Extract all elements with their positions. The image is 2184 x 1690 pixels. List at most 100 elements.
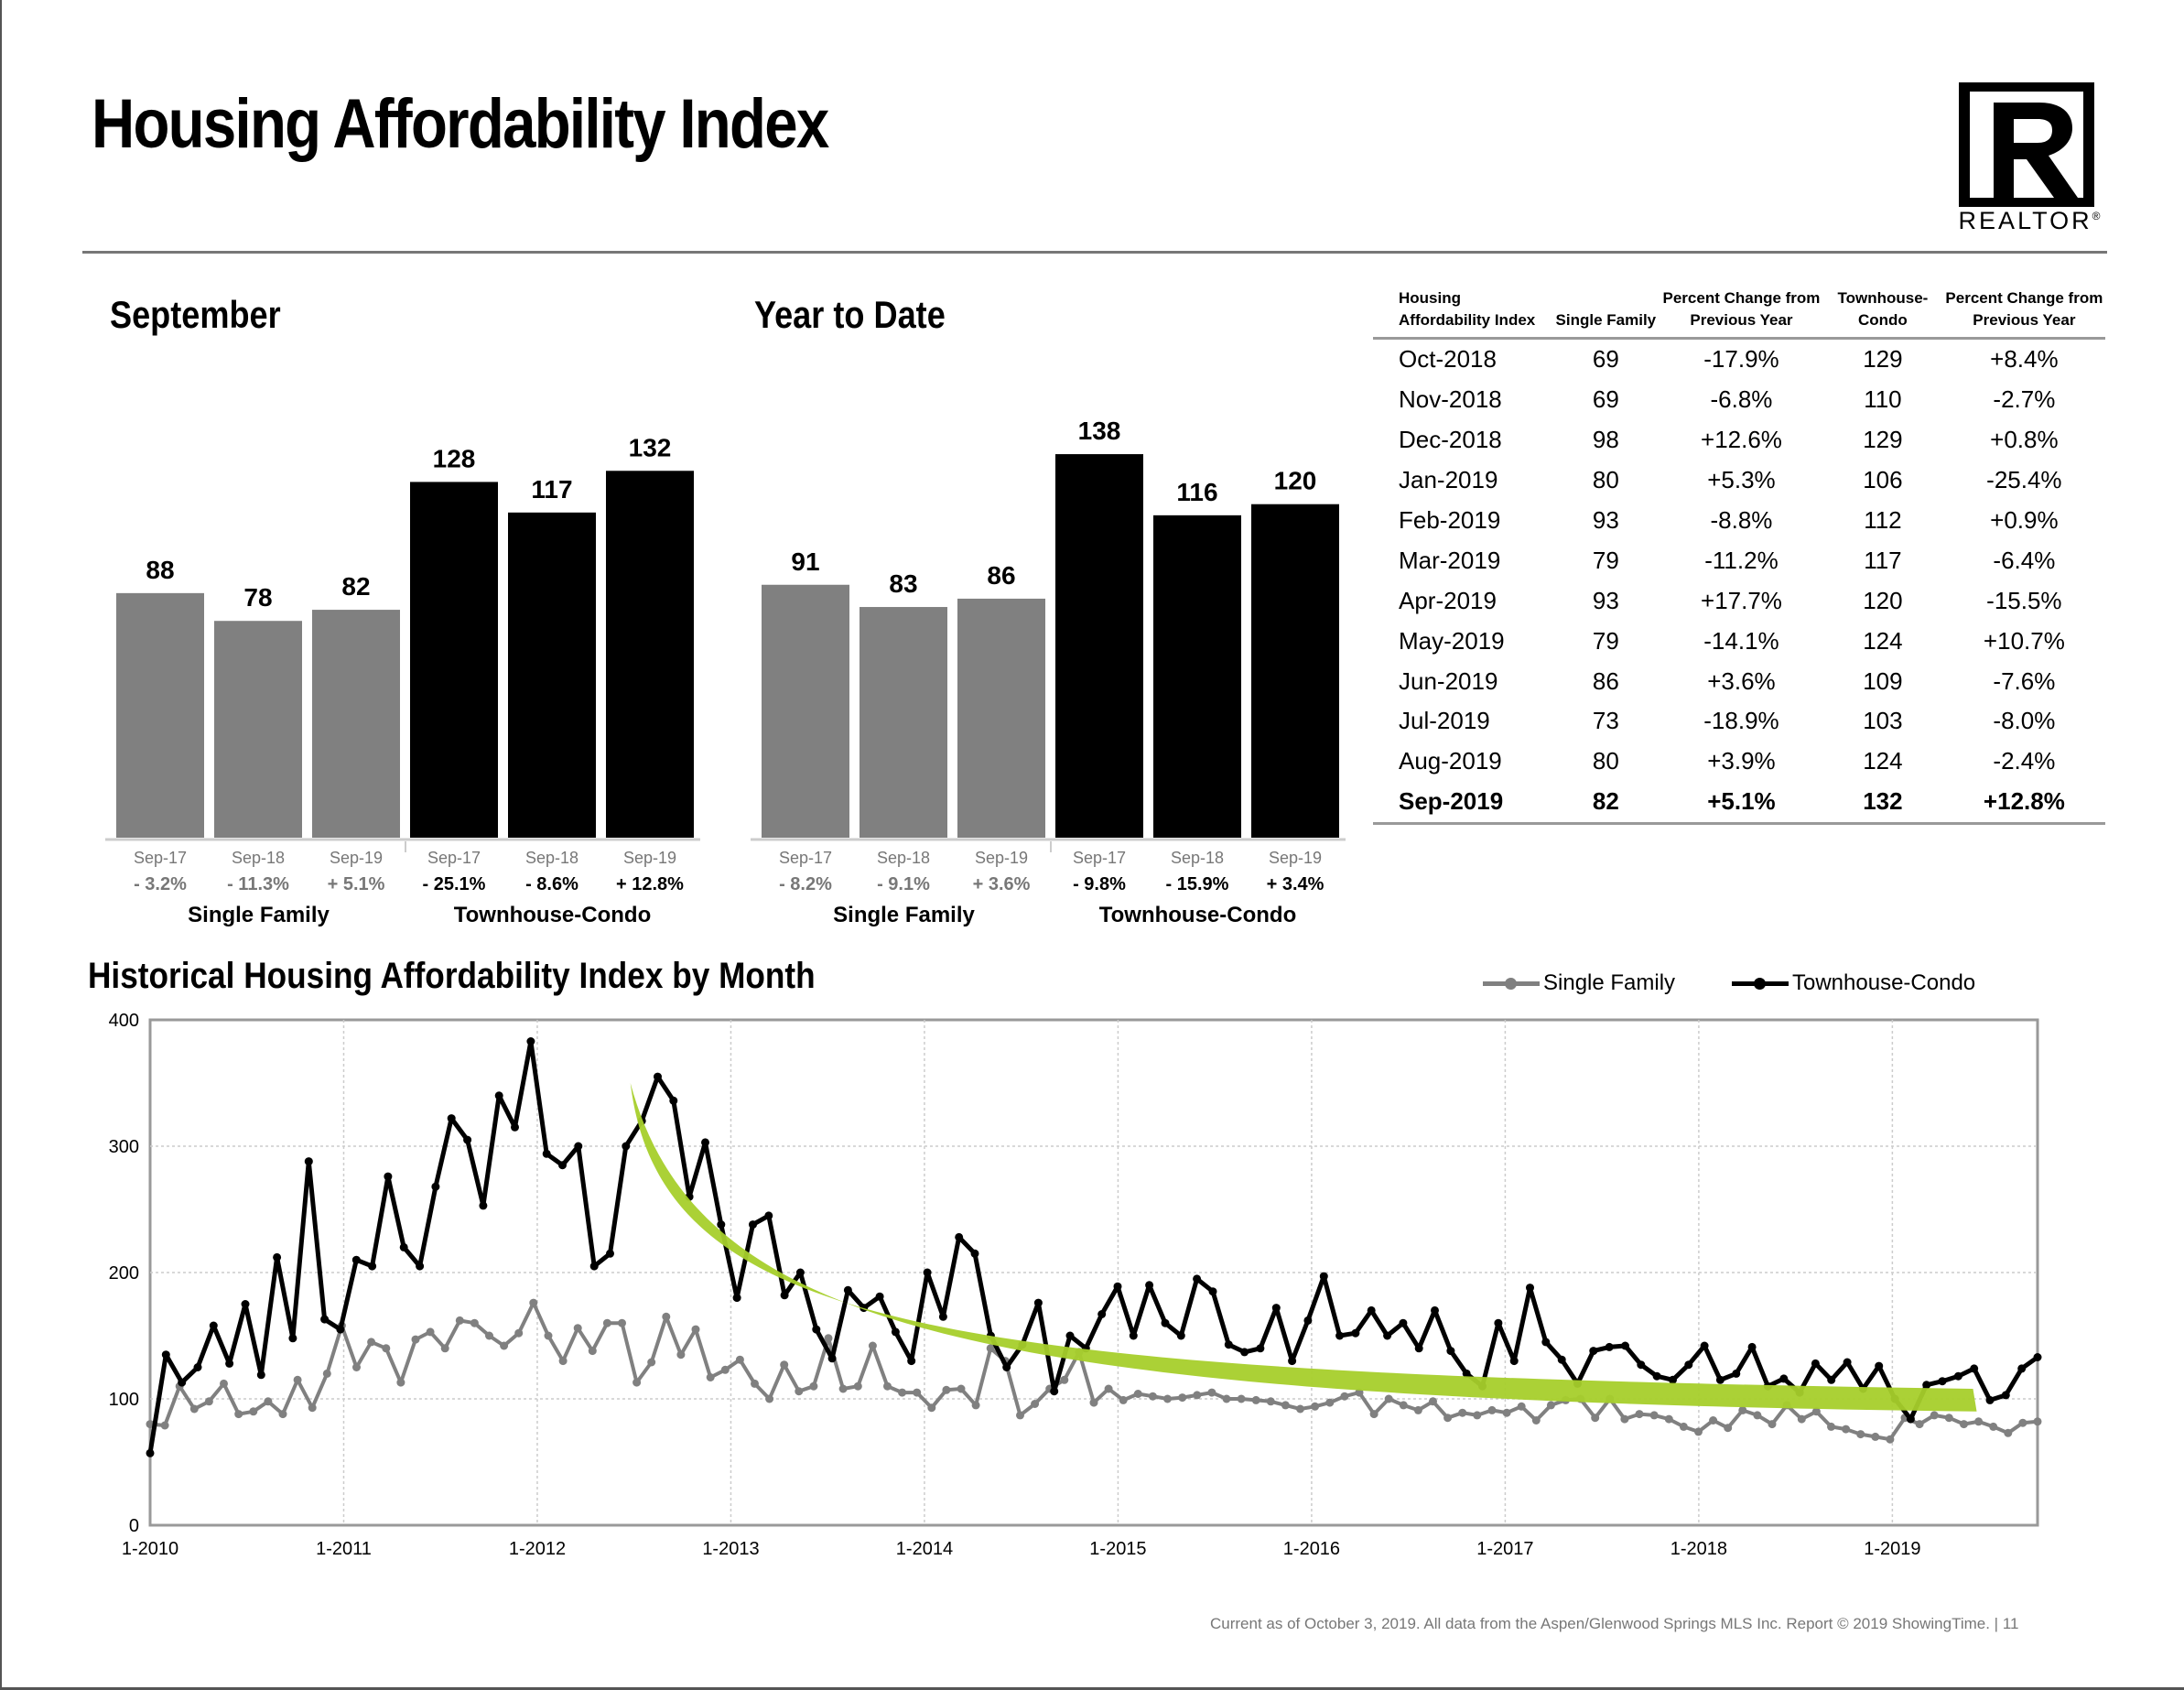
data-point bbox=[1431, 1305, 1439, 1315]
data-point bbox=[1953, 1371, 1962, 1381]
bar-category-label: Sep-17 bbox=[1073, 849, 1126, 867]
table-cell: 80 bbox=[1592, 747, 1619, 775]
data-point bbox=[1649, 1411, 1659, 1420]
table-cell: -15.5% bbox=[1986, 586, 2062, 614]
data-point bbox=[352, 1363, 361, 1371]
table-row: Jul-2019 73 -18.9% 103 -8.0% bbox=[1373, 701, 2105, 742]
data-point bbox=[923, 1268, 932, 1277]
data-point bbox=[780, 1291, 789, 1300]
table-cell: -25.4% bbox=[1986, 466, 2062, 494]
data-point bbox=[1207, 1388, 1216, 1397]
data-point bbox=[1487, 1405, 1497, 1414]
data-point bbox=[1944, 1414, 1953, 1423]
bar-value-label: 86 bbox=[987, 561, 1015, 590]
bar-pct-change: - 9.1% bbox=[877, 874, 930, 894]
table-row: Dec-2018 98 +12.6% 129 +0.8% bbox=[1373, 420, 2105, 460]
table-cell: -18.9% bbox=[1703, 707, 1779, 735]
section-title-ytd: Year to Date bbox=[754, 293, 946, 336]
table-cell: 93 bbox=[1592, 506, 1619, 534]
bar bbox=[860, 607, 947, 838]
data-point bbox=[1811, 1407, 1821, 1416]
table-cell: +12.6% bbox=[1701, 426, 1782, 454]
data-point bbox=[1178, 1393, 1187, 1403]
table-cell: 112 bbox=[1864, 506, 1902, 534]
data-point bbox=[1065, 1331, 1075, 1340]
bar bbox=[1251, 504, 1339, 838]
y-tick-label: 400 bbox=[109, 1011, 139, 1031]
table-cell: 110 bbox=[1864, 385, 1902, 414]
data-point bbox=[1129, 1331, 1138, 1340]
data-point bbox=[751, 1379, 759, 1388]
data-point bbox=[1383, 1331, 1392, 1340]
data-point bbox=[1224, 1340, 1233, 1349]
data-point bbox=[1145, 1281, 1154, 1290]
data-point bbox=[1526, 1284, 1534, 1293]
bar bbox=[116, 592, 204, 838]
data-point bbox=[765, 1394, 774, 1403]
data-point bbox=[853, 1381, 862, 1391]
data-point bbox=[529, 1298, 538, 1307]
data-point bbox=[1443, 1414, 1453, 1423]
data-point bbox=[1886, 1435, 1895, 1444]
data-point bbox=[1797, 1414, 1806, 1424]
header-divider bbox=[82, 251, 2107, 254]
data-point bbox=[382, 1344, 391, 1353]
table-cell: 82 bbox=[1551, 781, 1660, 825]
data-point bbox=[264, 1397, 273, 1406]
bar-pct-change: - 8.2% bbox=[779, 874, 832, 894]
data-point bbox=[1222, 1394, 1231, 1403]
page-border bbox=[0, 1687, 2184, 1690]
data-point bbox=[336, 1325, 345, 1334]
data-point bbox=[1193, 1274, 1202, 1284]
data-point bbox=[1709, 1416, 1718, 1425]
table-row: Jun-2019 86 +3.6% 109 -7.6% bbox=[1373, 661, 2105, 701]
table-cell: 124 bbox=[1863, 747, 1903, 775]
data-point bbox=[426, 1327, 435, 1337]
september-bar-chart: 88 Sep-17 - 3.2% 78 Sep-18 - 11.3% 82 Sep-19 + 5… bbox=[105, 433, 700, 927]
data-point bbox=[1369, 1410, 1379, 1419]
data-point bbox=[1281, 1401, 1290, 1410]
table-cell: Jan-2019 bbox=[1399, 466, 1498, 494]
data-point bbox=[1843, 1358, 1852, 1367]
bar-pct-change: - 25.1% bbox=[423, 874, 486, 894]
data-point bbox=[1715, 1375, 1724, 1384]
data-point bbox=[1679, 1422, 1688, 1431]
data-point bbox=[1605, 1342, 1614, 1351]
table-header-row: Housing Affordability Index Single Famil… bbox=[1373, 284, 2105, 340]
data-point bbox=[225, 1359, 234, 1368]
data-point bbox=[1502, 1408, 1511, 1417]
data-point bbox=[146, 1448, 155, 1457]
footer-note: Current as of October 3, 2019. All data … bbox=[1210, 1615, 2019, 1632]
table-cell: Aug-2019 bbox=[1399, 747, 1502, 775]
data-point bbox=[795, 1387, 804, 1396]
data-point bbox=[907, 1357, 916, 1366]
data-point bbox=[1938, 1377, 1947, 1386]
table-cell: 129 bbox=[1863, 345, 1903, 374]
data-point bbox=[717, 1220, 726, 1230]
data-point bbox=[1915, 1420, 1924, 1429]
table-cell: 69 bbox=[1592, 385, 1619, 414]
data-point bbox=[526, 1037, 535, 1045]
data-point bbox=[662, 1312, 671, 1321]
data-point bbox=[1779, 1374, 1789, 1383]
data-point bbox=[1016, 1411, 1024, 1420]
bar-pct-change: + 12.8% bbox=[616, 874, 684, 894]
table-cell: Jul-2019 bbox=[1399, 707, 1490, 735]
data-point bbox=[1050, 1387, 1059, 1396]
bar-category-label: Sep-17 bbox=[779, 849, 832, 867]
data-point bbox=[1906, 1414, 1915, 1424]
x-tick-label: 1-2017 bbox=[1476, 1539, 1533, 1559]
data-point bbox=[161, 1350, 170, 1360]
data-point bbox=[2004, 1428, 2013, 1437]
data-point bbox=[411, 1335, 420, 1344]
data-point bbox=[824, 1334, 833, 1343]
data-point bbox=[2033, 1417, 2042, 1426]
data-point bbox=[938, 1312, 947, 1321]
bar-pct-change: - 15.9% bbox=[1166, 874, 1229, 894]
table-header: Single Family bbox=[1551, 284, 1660, 340]
bar-category-label: Sep-17 bbox=[134, 849, 187, 867]
data-point bbox=[256, 1370, 265, 1380]
table-cell: -8.0% bbox=[1993, 707, 2056, 735]
bar-pct-change: - 11.3% bbox=[227, 874, 289, 894]
bar bbox=[957, 598, 1045, 838]
